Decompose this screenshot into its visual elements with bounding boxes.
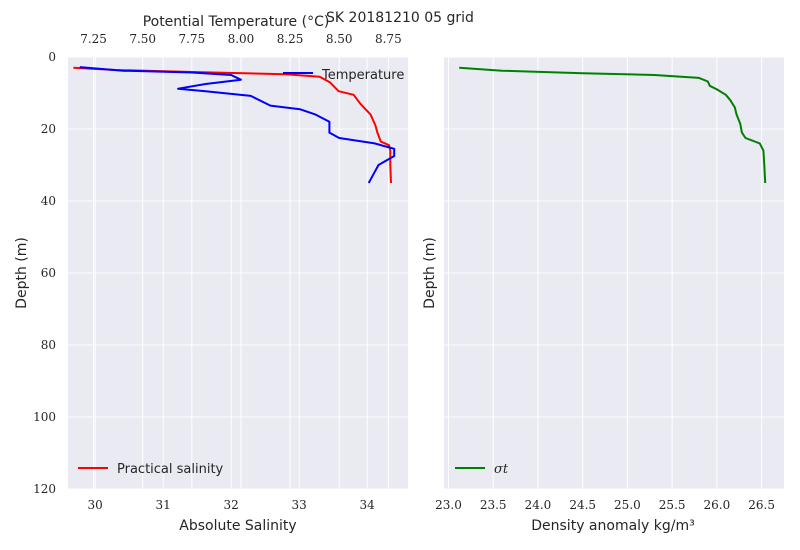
x-tick-label-density: 25.5	[659, 498, 686, 512]
right-x-axis-label: Density anomaly kg/m³	[531, 518, 695, 534]
left-y-axis-label: Depth (m)	[14, 237, 30, 309]
x-tick-label-salinity: 32	[224, 498, 239, 512]
legend-label-temperature: Temperature	[321, 68, 404, 83]
x-tick-label-temperature: 7.25	[80, 32, 107, 46]
figure-title: SK 20181210 05 grid	[326, 10, 474, 26]
x-tick-label-salinity: 30	[88, 498, 103, 512]
y-tick-label: 60	[41, 266, 56, 280]
legend-label-sigma-t: σt	[494, 462, 509, 477]
x-tick-label-density: 26.0	[704, 498, 731, 512]
x-tick-label-density: 23.5	[480, 498, 507, 512]
legend-practical-salinity: Practical salinity	[78, 462, 224, 477]
x-tick-label-temperature: 7.50	[129, 32, 156, 46]
x-tick-label-salinity: 34	[360, 498, 376, 512]
x-tick-label-density: 25.0	[614, 498, 641, 512]
x-tick-label-temperature: 8.50	[326, 32, 353, 46]
x-tick-label-temperature: 8.25	[277, 32, 304, 46]
legend-temperature: Temperature	[283, 68, 404, 83]
y-tick-label: 40	[41, 194, 56, 208]
legend-label-salinity: Practical salinity	[117, 462, 224, 477]
y-tick-label: 100	[33, 410, 56, 424]
x-tick-label-salinity: 31	[156, 498, 171, 512]
y-tick-label: 20	[41, 122, 56, 136]
left-grid	[68, 56, 408, 490]
legend-sigma-t: σt	[455, 462, 509, 477]
y-tick-label: 0	[48, 50, 56, 64]
x-tick-label-salinity: 33	[292, 498, 307, 512]
tick-labels: 0 20 40 60 80 100 120 30 31 32 33 34 7.25 7.50 7.75 8.0…	[33, 32, 775, 512]
y-tick-label: 120	[33, 482, 56, 496]
right-lines	[459, 66, 767, 184]
sigma-t-line	[459, 66, 767, 184]
x-tick-label-density: 23.0	[435, 498, 462, 512]
x-tick-label-temperature: 7.75	[178, 32, 205, 46]
x-tick-label-density: 26.5	[748, 498, 775, 512]
x-tick-label-temperature: 8.00	[228, 32, 255, 46]
top-x-axis-label: Potential Temperature (°C)	[143, 14, 330, 30]
temperature-line	[79, 66, 396, 184]
right-y-axis-label: Depth (m)	[422, 237, 438, 309]
x-tick-label-density: 24.0	[525, 498, 552, 512]
x-tick-label-density: 24.5	[569, 498, 596, 512]
y-tick-label: 80	[41, 338, 56, 352]
x-tick-label-temperature: 8.75	[375, 32, 402, 46]
left-lines	[73, 66, 396, 184]
right-grid	[444, 56, 784, 490]
left-x-axis-label: Absolute Salinity	[179, 518, 296, 534]
